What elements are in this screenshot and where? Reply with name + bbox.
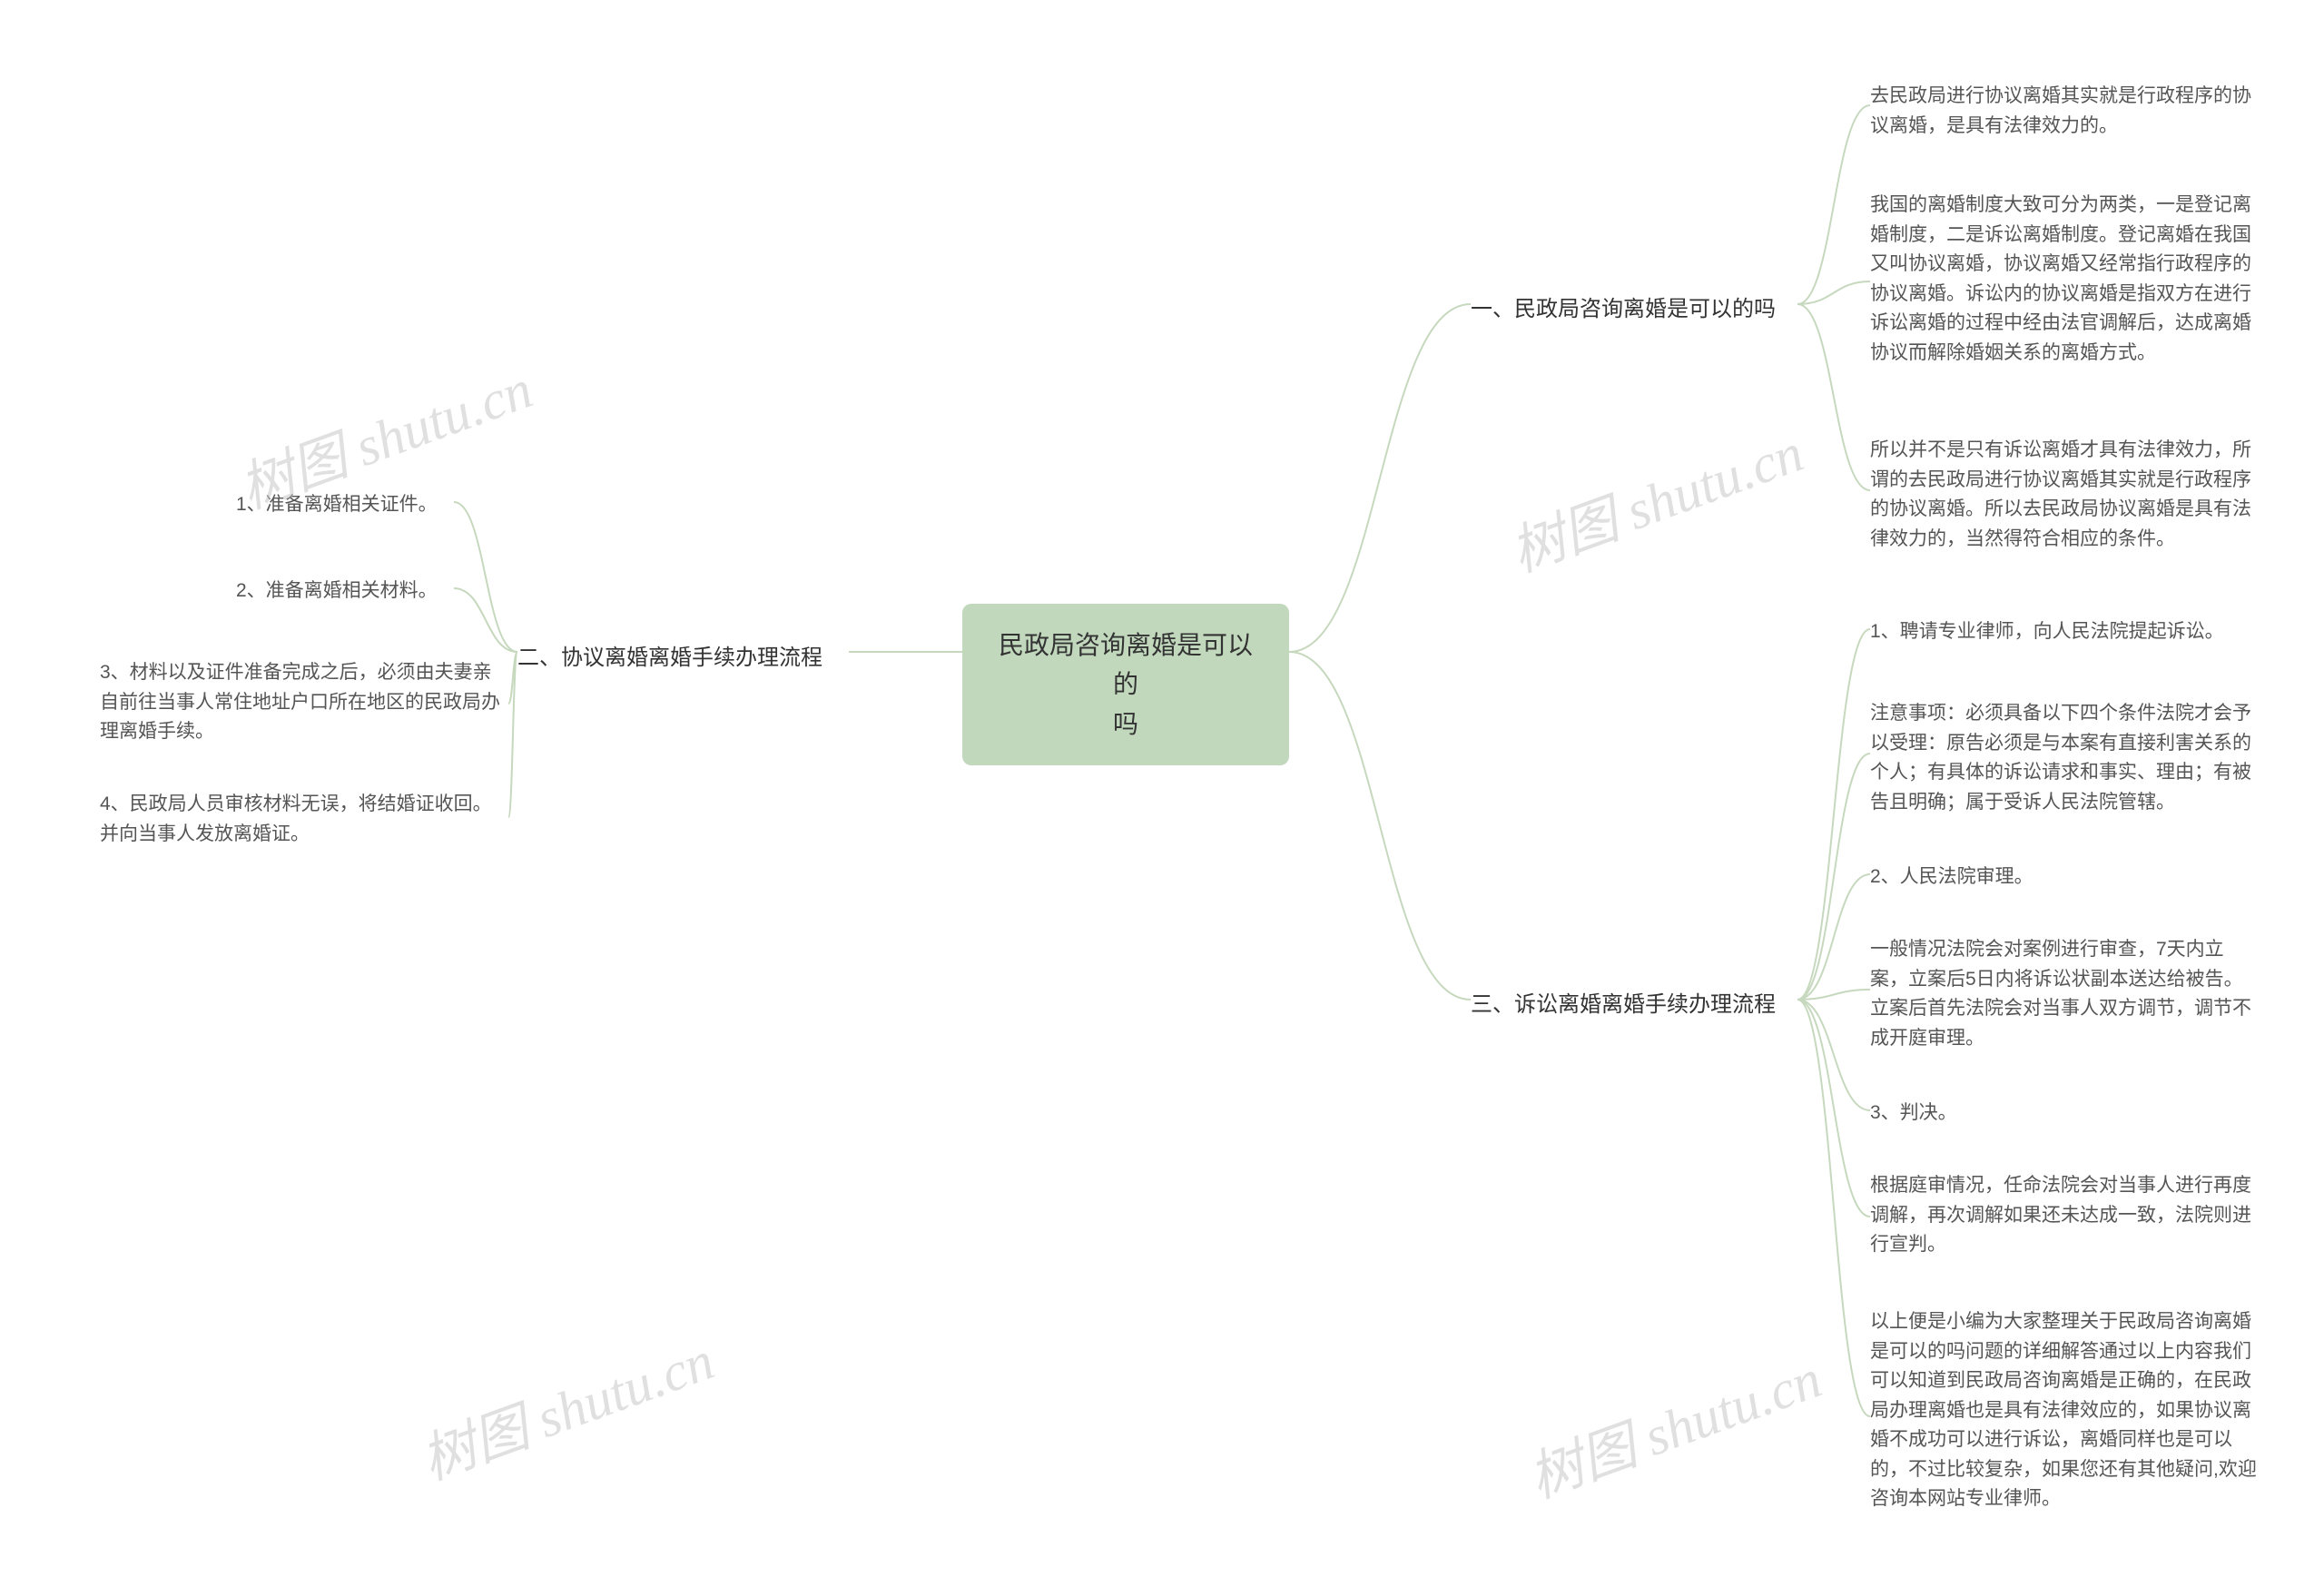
branch-2: 二、协议离婚离婚手续办理流程 <box>517 641 822 675</box>
branch-2-leaf-1: 1、准备离婚相关证件。 <box>236 490 645 520</box>
root-node: 民政局咨询离婚是可以的 吗 <box>962 604 1289 765</box>
branch-2-leaf-4: 4、民政局人员审核材料无误，将结婚证收回。并向当事人发放离婚证。 <box>100 790 508 849</box>
branch-1: 一、民政局咨询离婚是可以的吗 <box>1471 292 1776 326</box>
mindmap-canvas: 民政局咨询离婚是可以的 吗 一、民政局咨询离婚是可以的吗 去民政局进行协议离婚其… <box>0 0 2324 1577</box>
branch-3-leaf-6: 根据庭审情况，任命法院会对当事人进行再度调解，再次调解如果还未达成一致，法院则进… <box>1870 1171 2260 1260</box>
branch-1-leaf-1: 去民政局进行协议离婚其实就是行政程序的协议离婚，是具有法律效力的。 <box>1870 82 2260 141</box>
branch-1-leaf-3: 所以并不是只有诉讼离婚才具有法律效力，所谓的去民政局进行协议离婚其实就是行政程序… <box>1870 436 2260 554</box>
root-title-line2: 吗 <box>995 705 1256 744</box>
branch-3: 三、诉讼离婚离婚手续办理流程 <box>1471 988 1776 1021</box>
branch-3-leaf-5: 3、判决。 <box>1870 1099 2260 1129</box>
branch-2-leaf-3: 3、材料以及证件准备完成之后，必须由夫妻亲自前往当事人常住地址户口所在地区的民政… <box>100 658 508 747</box>
branch-3-leaf-2: 注意事项：必须具备以下四个条件法院才会予以受理：原告必须是与本案有直接利害关系的… <box>1870 699 2260 817</box>
branch-3-leaf-4: 一般情况法院会对案例进行审查，7天内立案，立案后5日内将诉讼状副本送达给被告。立… <box>1870 935 2260 1053</box>
branch-3-leaf-1: 1、聘请专业律师，向人民法院提起诉讼。 <box>1870 617 2260 647</box>
branch-3-leaf-3: 2、人民法院审理。 <box>1870 862 2260 892</box>
watermark: 树图 shutu.cn <box>1516 1335 1830 1513</box>
branch-1-leaf-2: 我国的离婚制度大致可分为两类，一是登记离婚制度，二是诉讼离婚制度。登记离婚在我国… <box>1870 191 2260 368</box>
watermark: 树图 shutu.cn <box>1498 409 1812 587</box>
branch-3-leaf-7: 以上便是小编为大家整理关于民政局咨询离婚是可以的吗问题的详细解答通过以上内容我们… <box>1870 1307 2260 1514</box>
root-title-line1: 民政局咨询离婚是可以的 <box>995 626 1256 705</box>
branch-2-leaf-2: 2、准备离婚相关材料。 <box>236 577 645 606</box>
watermark: 树图 shutu.cn <box>409 1316 723 1495</box>
